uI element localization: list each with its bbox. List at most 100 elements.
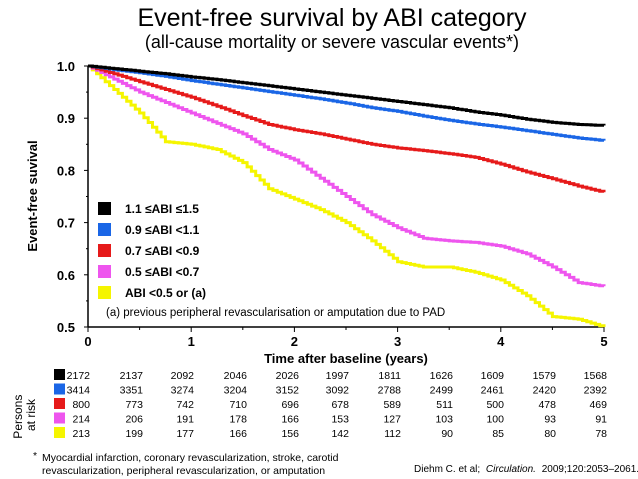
risk-cell: 156 (281, 428, 299, 440)
risk-row-swatch-3 (54, 398, 65, 409)
legend-label-2: 0.9 ≤ABI <1.1 (125, 223, 200, 237)
risk-row-swatch-5 (54, 427, 65, 438)
legend-label-5: ABI <0.5 or (a) (125, 286, 206, 300)
risk-cell: 103 (435, 414, 453, 426)
risk-cell: 2172 (67, 370, 91, 382)
risk-cell: 800 (72, 399, 90, 411)
risk-cell: 191 (176, 414, 194, 426)
y-tick-label: 0.8 (57, 163, 75, 178)
risk-cell: 2788 (378, 385, 402, 397)
chart-subtitle: (all-cause mortality or severe vascular … (145, 32, 519, 52)
risk-cell: 511 (436, 399, 453, 411)
risk-cell: 166 (281, 414, 299, 426)
risk-cell: 78 (595, 428, 607, 440)
legend-swatch-2 (98, 223, 111, 236)
x-tick-label: 0 (84, 334, 91, 349)
legend-swatch-3 (98, 244, 111, 257)
x-tick-label: 5 (600, 334, 607, 349)
risk-cell: 91 (595, 414, 607, 426)
risk-cell: 2026 (276, 370, 300, 382)
risk-cell: 127 (383, 414, 401, 426)
risk-cell: 85 (492, 428, 504, 440)
risk-cell: 142 (331, 428, 349, 440)
y-tick-label: 0.5 (57, 320, 75, 335)
risk-row-swatch-4 (54, 412, 65, 424)
axis-ticks: 0.5 0.6 0.7 0.8 0.9 1.0 0 1 2 3 4 5 (57, 59, 608, 349)
risk-cell: 177 (176, 428, 194, 440)
x-tick-label: 1 (188, 334, 195, 349)
y-tick-label: 0.7 (57, 216, 75, 231)
series-line-4 (88, 64, 606, 288)
risk-cell: 3414 (67, 385, 91, 397)
series-line-5 (88, 64, 606, 328)
series-line-2 (88, 64, 606, 142)
risk-cell: 100 (486, 414, 504, 426)
series-lines (88, 64, 606, 328)
risk-title-line1: Persons (11, 395, 25, 439)
footnote-line1: Myocardial infarction, coronary revascul… (42, 452, 339, 464)
risk-cell: 1568 (584, 370, 608, 382)
risk-cell: 112 (384, 428, 401, 440)
risk-cell: 710 (229, 399, 247, 411)
risk-cell: 1997 (326, 370, 350, 382)
footnote-line2: revascularization, peripheral revascular… (42, 465, 325, 477)
risk-cell: 2392 (584, 385, 608, 397)
risk-cell: 2499 (430, 385, 454, 397)
x-tick-label: 3 (394, 334, 401, 349)
risk-table-title: Persons at risk (11, 391, 38, 438)
chart-title: Event-free survival by ABI category (137, 4, 527, 32)
risk-cell: 678 (331, 399, 349, 411)
risk-cell: 2420 (533, 385, 557, 397)
legend-label-4: 0.5 ≤ABI <0.7 (125, 265, 200, 279)
citation-suffix: 2009;120:2053–2061. (542, 464, 638, 475)
risk-title-line2: at risk (24, 398, 38, 431)
risk-cell: 1579 (533, 370, 557, 382)
legend: 1.1 ≤ABI ≤1.5 0.9 ≤ABI <1.1 0.7 ≤ABI <0.9 0… (98, 202, 206, 300)
risk-row-swatch-2 (54, 383, 65, 395)
risk-cell: 742 (176, 399, 194, 411)
footnote-star: * (33, 450, 37, 462)
risk-cell: 2046 (224, 370, 248, 382)
legend-swatch-4 (98, 265, 111, 278)
y-axis-label: Event-free suvival (25, 140, 40, 251)
risk-cell: 213 (72, 428, 90, 440)
risk-cell: 178 (229, 414, 247, 426)
risk-cell: 1626 (430, 370, 454, 382)
y-tick-label: 0.6 (57, 268, 75, 283)
risk-cell: 80 (544, 428, 556, 440)
risk-cell: 214 (72, 414, 90, 426)
risk-cell: 3204 (224, 385, 248, 397)
risk-cell: 589 (383, 399, 401, 411)
legend-swatch-1 (98, 202, 111, 215)
risk-cell: 2461 (481, 385, 505, 397)
risk-cell: 478 (538, 399, 556, 411)
y-tick-label: 0.9 (57, 111, 75, 126)
risk-cell: 3351 (120, 385, 144, 397)
legend-label-1: 1.1 ≤ABI ≤1.5 (125, 202, 199, 216)
risk-cell: 2137 (120, 370, 144, 382)
citation-prefix: Diehm C. et al; (414, 464, 480, 475)
x-axis-label: Time after baseline (years) (264, 351, 428, 366)
risk-cell: 153 (331, 414, 349, 426)
y-tick-label: 1.0 (57, 59, 75, 74)
x-tick-label: 4 (497, 334, 505, 349)
risk-cell: 696 (281, 399, 299, 411)
risk-cell: 2092 (171, 370, 195, 382)
risk-cell: 199 (125, 428, 143, 440)
risk-cell: 3152 (276, 385, 300, 397)
x-tick-label: 2 (291, 334, 298, 349)
risk-cell: 1609 (481, 370, 505, 382)
risk-cell: 90 (441, 428, 453, 440)
series-line-3 (88, 64, 606, 193)
risk-cell: 500 (486, 399, 504, 411)
legend-label-3: 0.7 ≤ABI <0.9 (125, 244, 200, 258)
citation: Diehm C. et al; Circulation. 2009;120:20… (414, 464, 638, 475)
risk-cell: 469 (589, 399, 607, 411)
risk-table: 2172 2137 2092 2046 2026 1997 1811 1626 1609 1579… (54, 369, 607, 440)
series-line-1 (88, 64, 606, 127)
risk-cell: 1811 (378, 370, 401, 382)
risk-row-swatch-1 (54, 369, 65, 380)
risk-cell: 3274 (171, 385, 195, 397)
risk-cell: 3092 (326, 385, 350, 397)
risk-cell: 166 (229, 428, 247, 440)
